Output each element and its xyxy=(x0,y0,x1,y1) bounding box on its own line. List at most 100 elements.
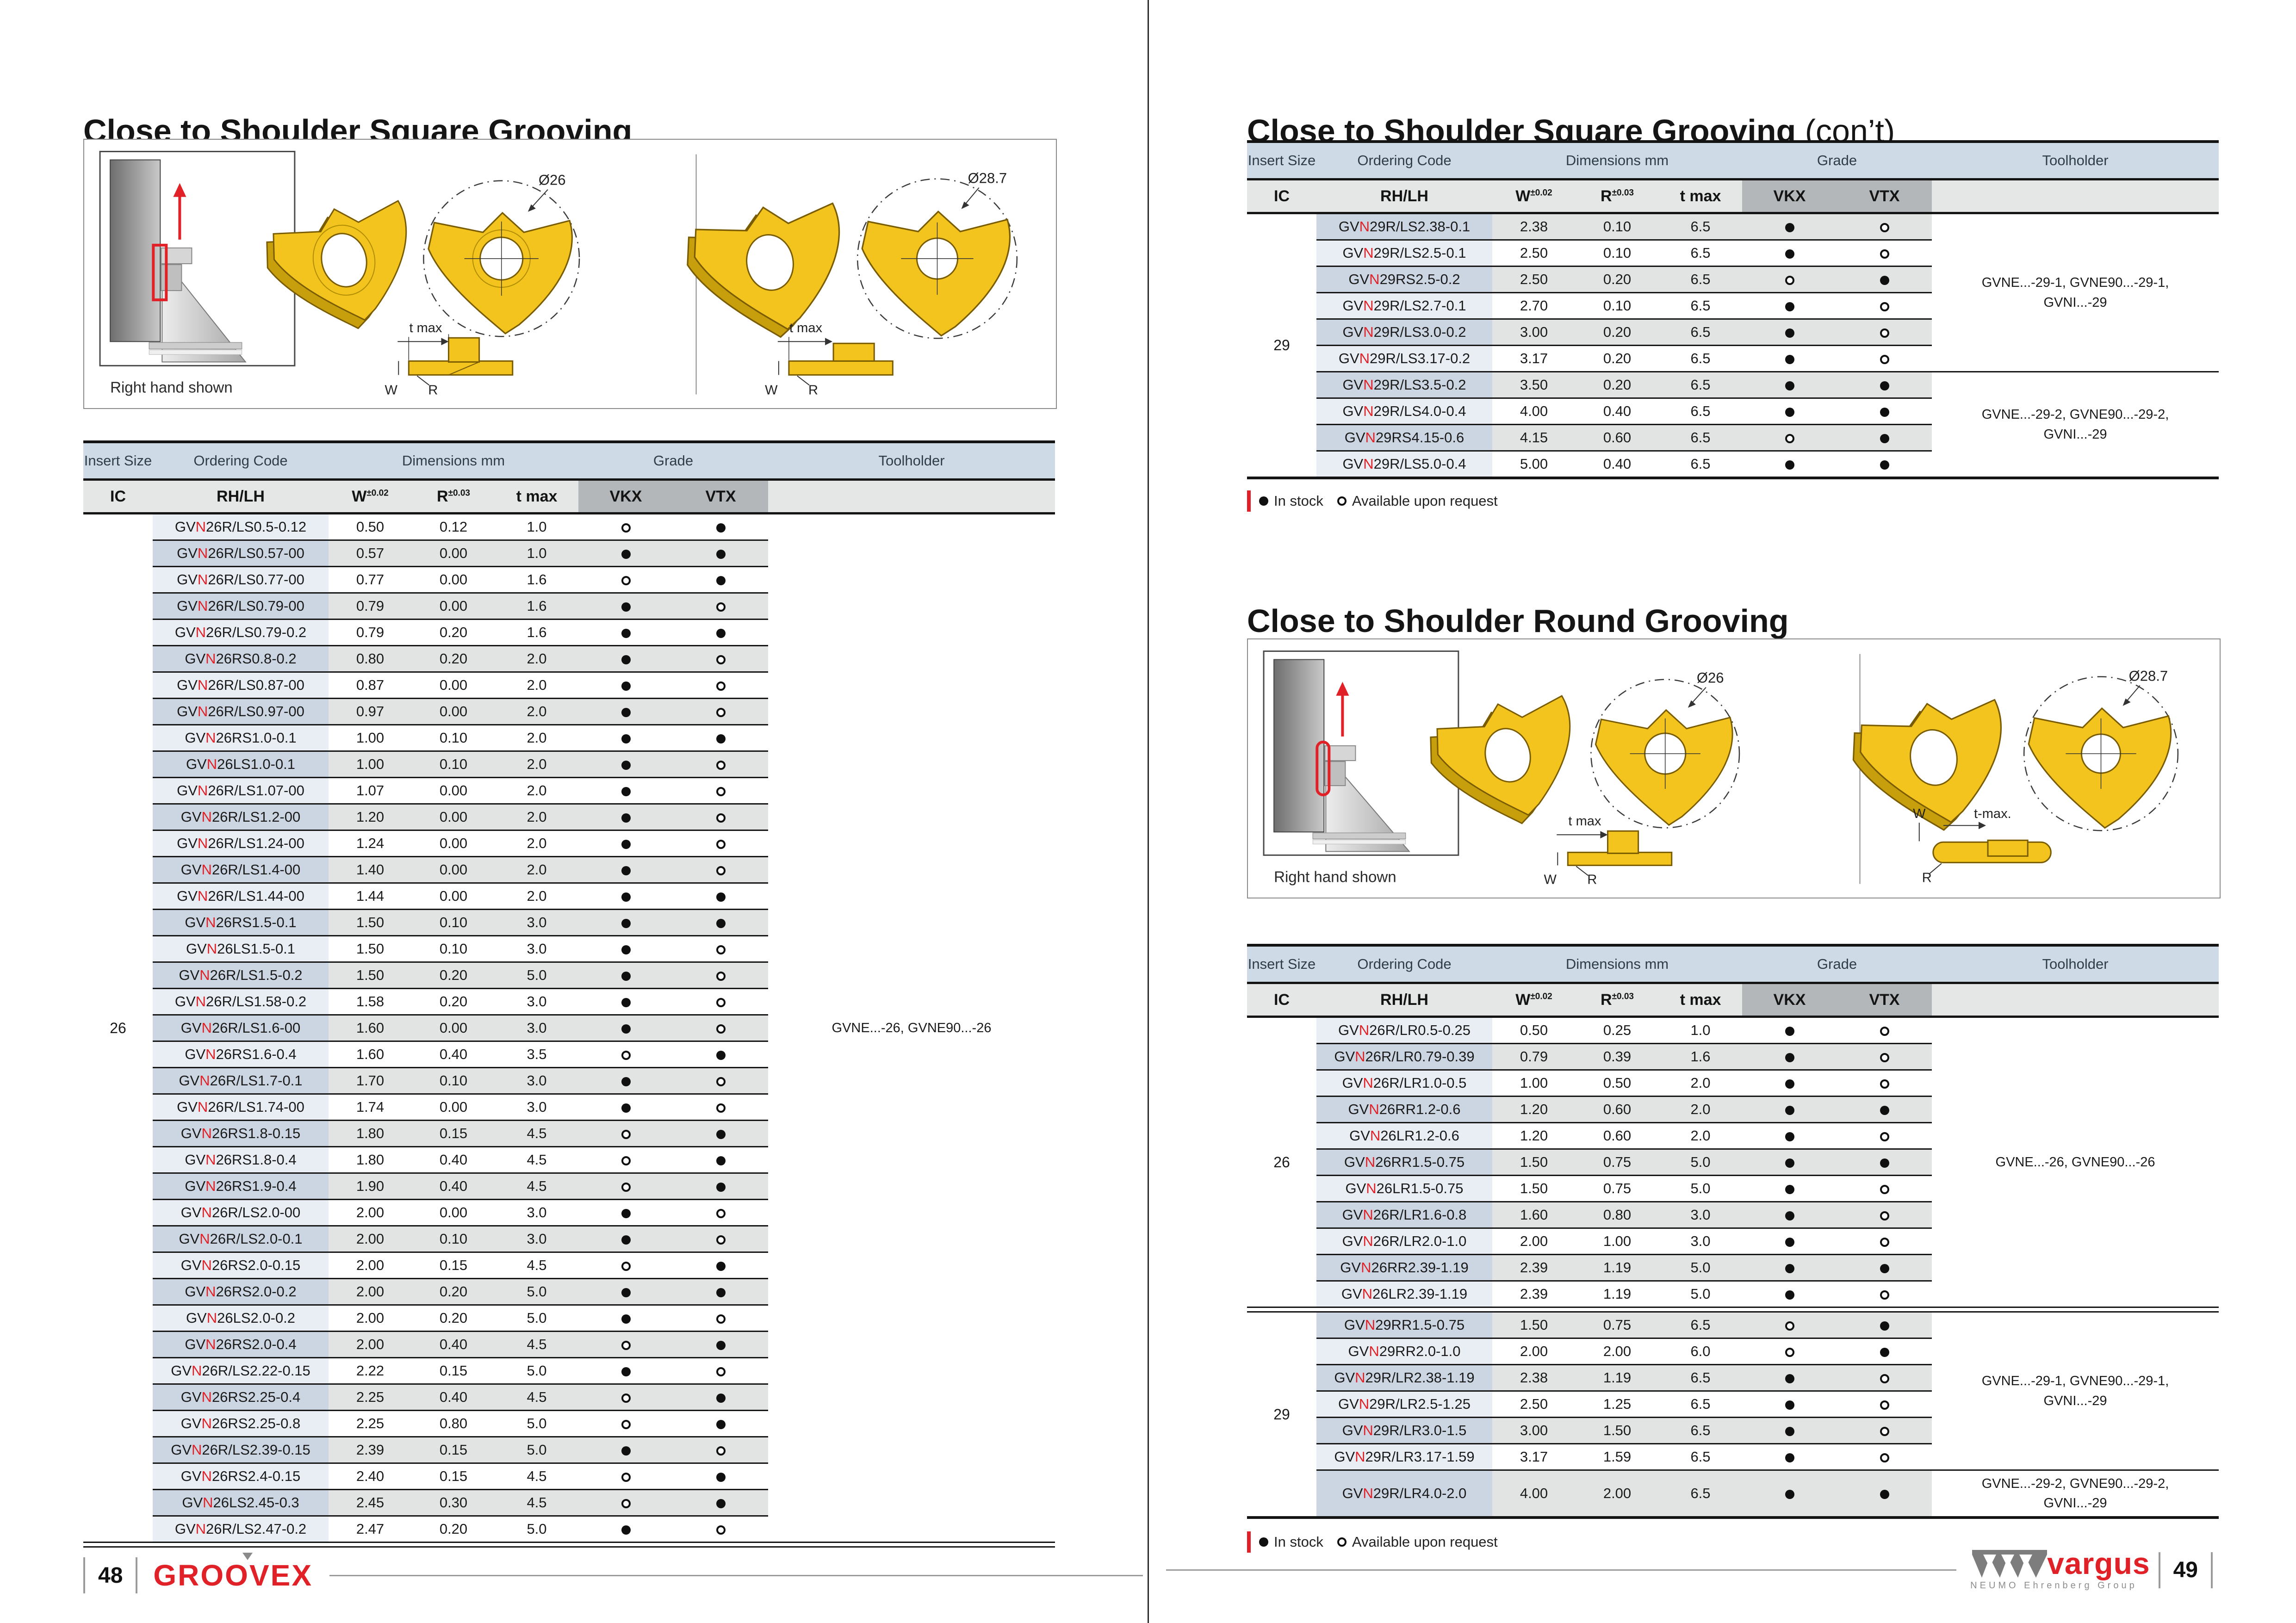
grade-vkx-cell xyxy=(1742,1016,1837,1044)
dimension-r-cell: 0.00 xyxy=(412,777,495,805)
dimension-r-cell: 0.40 xyxy=(412,1041,495,1068)
grade-vtx-cell xyxy=(673,1252,768,1279)
dimension-r-cell: 0.15 xyxy=(412,1120,495,1147)
dimension-tmax-cell: 1.6 xyxy=(1659,1043,1742,1071)
dimension-r-cell: 1.25 xyxy=(1576,1391,1659,1418)
dimension-w-cell: 2.47 xyxy=(329,1516,412,1542)
table-row: GVN26R/LS1.5-0.2 1.50 0.20 5.0 xyxy=(83,962,1055,989)
available-dot xyxy=(716,866,726,875)
dimension-r-cell: 0.40 xyxy=(412,1146,495,1174)
dimension-tmax-cell: 4.5 xyxy=(495,1252,578,1279)
dimension-tmax-cell: 4.5 xyxy=(495,1120,578,1147)
grade-vtx-cell xyxy=(1837,1364,1932,1392)
dimension-r-cell: 0.40 xyxy=(1576,451,1659,478)
dimension-w-cell: 2.00 xyxy=(1492,1338,1576,1365)
dimension-r-cell: 0.10 xyxy=(412,909,495,936)
grade-vkx-cell xyxy=(1742,1281,1837,1307)
grade-vtx-cell xyxy=(673,1463,768,1490)
ordering-code-cell: GVN26R/LR0.5-0.25 xyxy=(1316,1016,1492,1044)
grade-vtx-cell xyxy=(673,540,768,567)
available-dot xyxy=(621,1472,631,1482)
in-stock-dot xyxy=(716,1182,726,1192)
in-stock-dot xyxy=(621,681,631,691)
dimension-r-cell: 1.59 xyxy=(1576,1443,1659,1471)
grade-vkx-cell xyxy=(1742,1070,1837,1097)
in-stock-dot xyxy=(716,1419,726,1429)
table-row: GVN26LS2.45-0.3 2.45 0.30 4.5 xyxy=(83,1489,1055,1517)
in-stock-dot xyxy=(1785,1184,1794,1194)
feed-direction-arrow xyxy=(1336,681,1349,696)
dimension-r-cell: 0.75 xyxy=(1576,1312,1659,1339)
grade-vtx-cell xyxy=(1837,1149,1932,1176)
dimension-r-cell: 0.20 xyxy=(412,1305,495,1332)
r-label: R xyxy=(1922,870,1932,885)
table-row: GVN26RS2.25-0.8 2.25 0.80 5.0 xyxy=(83,1410,1055,1437)
grade-vkx-cell xyxy=(1742,1338,1837,1365)
grade-vtx-cell xyxy=(673,1516,768,1542)
grade-vtx-cell xyxy=(673,593,768,620)
available-dot xyxy=(716,602,726,612)
grade-vkx-cell xyxy=(1742,1149,1837,1176)
round-grooving-illustration: Right hand shown Ø26 t max W R xyxy=(1247,638,2221,898)
table-row: GVN26LR1.2-0.6 1.20 0.60 2.0 xyxy=(1247,1122,2219,1150)
grade-vtx-cell xyxy=(1837,1043,1932,1071)
in-stock-dot xyxy=(716,892,726,902)
w-label: W xyxy=(765,383,778,397)
table-row: GVN26RS1.6-0.4 1.60 0.40 3.5 xyxy=(83,1041,1055,1068)
in-stock-dot xyxy=(621,1367,631,1376)
in-stock-dot xyxy=(716,1050,726,1060)
in-stock-dot xyxy=(1880,407,1889,417)
ordering-code-cell: GVN29R/LR4.0-2.0 xyxy=(1316,1470,1492,1518)
dimension-w-cell: 2.39 xyxy=(1492,1281,1576,1307)
grade-vkx-cell xyxy=(578,1489,673,1517)
table-row: GVN26R/LS1.2-00 1.20 0.00 2.0 xyxy=(83,804,1055,831)
insert-side-view: W t-max. R xyxy=(1913,806,2052,885)
available-dot xyxy=(621,1182,631,1192)
dimension-tmax-cell: 1.0 xyxy=(1659,1016,1742,1044)
subheader-toolholder-spacer xyxy=(1932,179,2219,214)
grade-vkx-cell xyxy=(578,751,673,778)
dimension-w-cell: 1.07 xyxy=(329,777,412,805)
insert-size-cell: 26 xyxy=(83,513,153,1542)
dimension-w-cell: 2.00 xyxy=(329,1278,412,1306)
dimension-r-cell: 0.00 xyxy=(412,804,495,831)
table-row: GVN29RR2.0-1.0 2.00 2.00 6.0 xyxy=(1247,1338,2219,1365)
available-dot xyxy=(1880,1400,1889,1410)
dimension-w-cell: 2.50 xyxy=(1492,240,1576,267)
dimension-w-cell: 0.79 xyxy=(329,593,412,620)
dimension-w-cell: 1.50 xyxy=(329,909,412,936)
table-row: GVN26R/LS2.0-00 2.00 0.00 3.0 xyxy=(83,1199,1055,1227)
ordering-code-cell: GVN26RS1.6-0.4 xyxy=(153,1041,329,1068)
subheader-ic: IC xyxy=(1247,983,1316,1018)
table-row: GVN29R/LR3.17-1.59 3.17 1.59 6.5 xyxy=(1247,1443,2219,1471)
subheader-vtx: VTX xyxy=(1837,983,1932,1018)
table-row: GVN26RS1.8-0.15 1.80 0.15 4.5 xyxy=(83,1120,1055,1147)
dimension-w-cell: 2.25 xyxy=(329,1410,412,1437)
grade-vkx-cell xyxy=(578,777,673,805)
table-row: GVN29R/LS2.5-0.1 2.50 0.10 6.5 xyxy=(1247,240,2219,267)
table-row: GVN29R/LR2.38-1.19 2.38 1.19 6.5 xyxy=(1247,1364,2219,1392)
subheader-vkx: VKX xyxy=(578,479,673,514)
grade-vkx-cell xyxy=(1742,213,1837,241)
dimension-w-cell: 1.50 xyxy=(1492,1149,1576,1176)
grade-vtx-cell xyxy=(673,909,768,936)
dimension-w-cell: 0.79 xyxy=(1492,1043,1576,1071)
dimension-r-cell: 0.60 xyxy=(1576,1096,1659,1123)
dimension-tmax-cell: 6.5 xyxy=(1659,1470,1742,1518)
dimension-w-cell: 3.50 xyxy=(1492,372,1576,399)
ordering-code-cell: GVN26R/LR1.0-0.5 xyxy=(1316,1070,1492,1097)
dimension-r-cell: 0.15 xyxy=(412,1357,495,1385)
dimension-w-cell: 1.50 xyxy=(1492,1312,1576,1339)
available-dot xyxy=(621,1156,631,1165)
ordering-code-cell: GVN26R/LS2.39-0.15 xyxy=(153,1437,329,1464)
machining-diagram xyxy=(99,150,296,366)
grade-vkx-cell xyxy=(1742,1417,1837,1444)
table-row: GVN29R/LS3.5-0.2 3.50 0.20 6.5 GVNE...-29-2,… xyxy=(1247,372,2219,478)
in-stock-dot xyxy=(1785,1453,1794,1462)
dimension-w-cell: 1.40 xyxy=(329,856,412,884)
table-row: GVN26R/LR1.6-0.8 1.60 0.80 3.0 xyxy=(1247,1202,2219,1229)
dimension-tmax-cell: 5.0 xyxy=(495,1516,578,1542)
available-dot xyxy=(1880,1426,1889,1436)
dimension-w-cell: 1.50 xyxy=(329,935,412,963)
grade-vtx-cell xyxy=(673,1278,768,1306)
